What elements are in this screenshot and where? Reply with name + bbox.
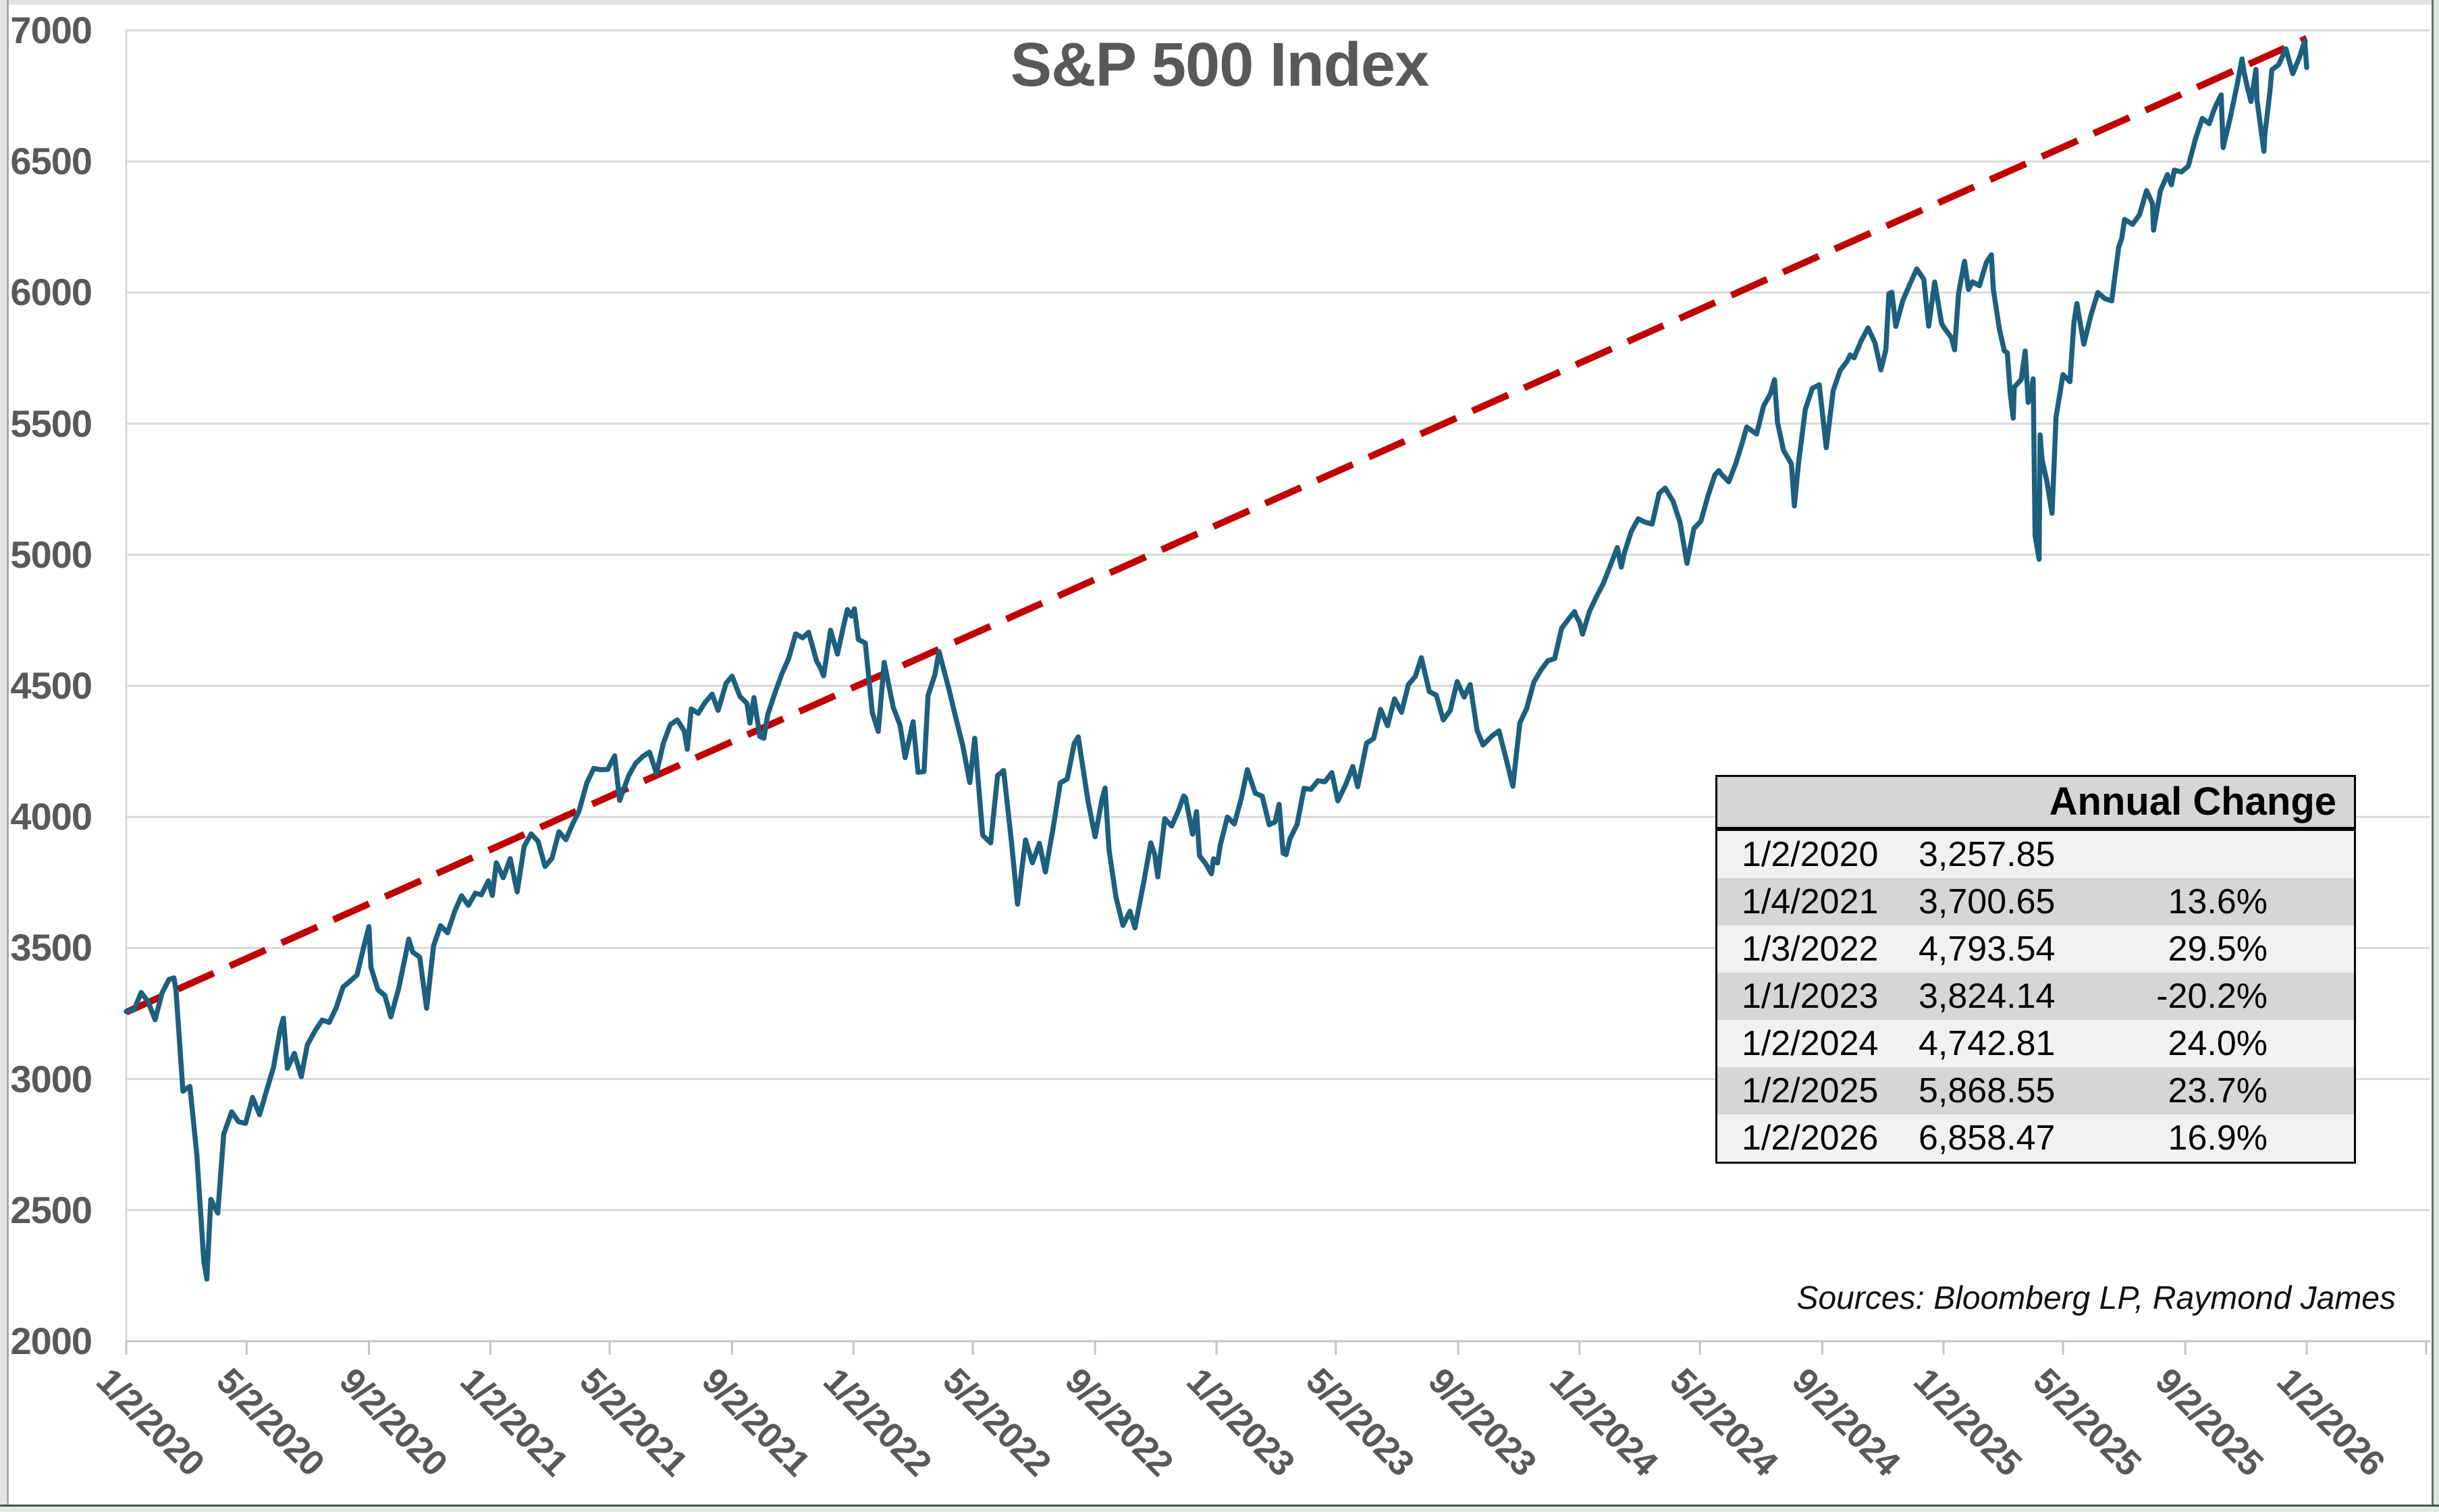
window-frame-bottom [0, 1505, 2439, 1512]
y-axis-tick-label: 5500 [10, 402, 92, 445]
row-change [2121, 831, 2268, 878]
row-date: 1/4/2021 [1742, 882, 1879, 921]
row-date: 1/1/2023 [1742, 977, 1879, 1016]
table-body: 1/2/2020 3,257.85 1/4/2021 3,700.65 13.6% 1/3… [1717, 831, 2354, 1162]
row-value: 4,793.54 [1919, 929, 2056, 969]
row-change: 13.6% [2168, 882, 2268, 921]
table-row: 1/2/2026 6,858.47 16.9% [1717, 1114, 2354, 1162]
table-row: 1/2/2020 3,257.85 [1717, 831, 2354, 878]
y-axis-tick-label: 6000 [10, 271, 92, 313]
row-date: 1/2/2024 [1742, 1024, 1879, 1063]
row-value: 6,858.47 [1919, 1118, 2056, 1158]
table-row: 1/2/2025 5,868.55 23.7% [1717, 1067, 2354, 1114]
row-date: 1/3/2022 [1742, 929, 1879, 969]
sp500-price-line [124, 38, 2309, 1282]
y-axis-tick-label: 3500 [10, 926, 92, 969]
y-axis-tick-label: 7000 [10, 9, 92, 51]
row-change: 16.9% [2168, 1118, 2268, 1158]
row-change: 24.0% [2168, 1024, 2268, 1063]
row-date: 1/2/2025 [1742, 1071, 1879, 1110]
trend-line [124, 35, 2309, 1016]
y-axis-tick-label: 2000 [10, 1320, 92, 1362]
row-change: 29.5% [2168, 929, 2268, 969]
annual-change-table: Annual Change 1/2/2020 3,257.85 1/4/2021 3,… [1715, 775, 2356, 1164]
y-axis-tick-label: 6500 [10, 140, 92, 182]
window-frame-top [0, 0, 2439, 5]
window-frame-left [0, 0, 9, 1512]
row-value: 3,700.65 [1919, 882, 2056, 921]
table-row: 1/2/2024 4,742.81 24.0% [1717, 1020, 2354, 1067]
row-value: 3,257.85 [1919, 835, 2056, 874]
y-axis-tick-label: 3000 [10, 1058, 92, 1100]
row-date: 1/2/2020 [1742, 835, 1879, 874]
row-change: -20.2% [2156, 977, 2268, 1016]
row-change: 23.7% [2168, 1071, 2268, 1110]
row-value: 5,868.55 [1919, 1071, 2056, 1110]
y-axis-tick-label: 4500 [10, 664, 92, 707]
y-axis-tick-label: 2500 [10, 1189, 92, 1231]
y-axis-tick-label: 4000 [10, 795, 92, 838]
table-row: 1/1/2023 3,824.14 -20.2% [1717, 973, 2354, 1020]
y-axis-tick-label: 5000 [10, 533, 92, 576]
row-value: 3,824.14 [1919, 977, 2056, 1016]
row-value: 4,742.81 [1919, 1024, 2056, 1063]
table-header: Annual Change [1717, 777, 2354, 831]
source-note: Sources: Bloomberg LP, Raymond James [1796, 1280, 2396, 1316]
table-row: 1/3/2022 4,793.54 29.5% [1717, 925, 2354, 973]
chart-title: S&P 500 Index [1010, 30, 1429, 99]
table-row: 1/4/2021 3,700.65 13.6% [1717, 878, 2354, 925]
window-frame-right [2432, 0, 2439, 1512]
row-date: 1/2/2026 [1742, 1118, 1879, 1158]
